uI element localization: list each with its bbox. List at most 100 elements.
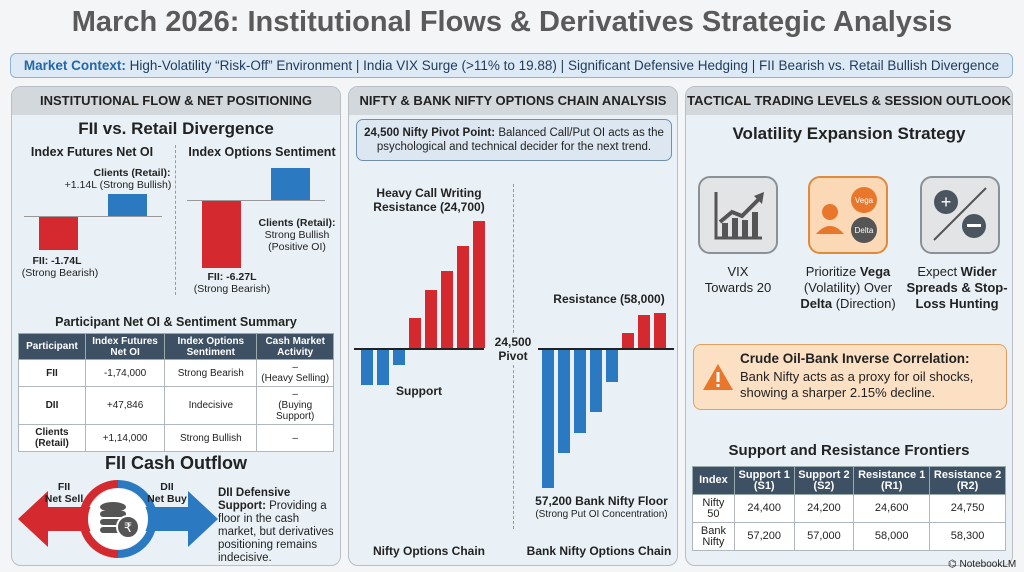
table-row: FII -1,74,000 Strong Bearish – (Heavy Selli… <box>18 359 334 387</box>
bank-nifty-bar <box>558 350 570 453</box>
futures-title: Index Futures Net OI <box>30 145 154 159</box>
notebooklm-brand: ⌬ NotebookLM <box>948 559 1017 570</box>
table-cell: Bank Nifty <box>692 522 735 551</box>
bank-nifty-bar <box>542 350 554 488</box>
prioritize-text: Prioritize Vega (Volatility) Over Delta … <box>788 264 908 312</box>
call-writing-label: Heavy Call Writing Resistance (24,700) <box>373 186 485 214</box>
fut-clients-value: +1.14L (Strong Bullish) <box>64 179 172 191</box>
bank-nifty-floor-label: 57,200 Bank Nifty Floor <box>535 494 668 508</box>
table-row: Bank Nifty 57,200 57,000 58,000 58,300 <box>692 522 1006 551</box>
opt-fii-label: FII: -6.27L <box>207 271 257 283</box>
prioritize-text-delta: Delta <box>800 296 833 311</box>
table-cell: 24,400 <box>733 494 795 523</box>
column-header: Index Futures Net OI <box>84 333 166 360</box>
pivot-text: Balanced Call/Put OI acts as the psychol… <box>376 127 664 153</box>
brand-text: NotebookLM <box>959 559 1017 570</box>
bank-nifty-floor-note: (Strong Put OI Concentration) <box>535 509 668 520</box>
fut-fii-label: FII: -1.74L <box>32 255 82 267</box>
spreads-text-part: Expect <box>917 264 961 279</box>
table-cell: +47,846 <box>84 386 166 425</box>
nifty-bar <box>457 246 469 348</box>
panel-header: TACTICAL TRADING LEVELS & SESSION OUTLOO… <box>686 87 1012 115</box>
options-bar-fii <box>202 201 241 269</box>
table-cell: -1,74,000 <box>84 359 166 387</box>
opt-clients-label: Clients (Retail): <box>258 217 336 229</box>
nifty-bar <box>425 290 437 348</box>
nifty-bar <box>377 350 389 385</box>
sr-title: Support and Resistance Frontiers <box>728 442 970 459</box>
bank-nifty-bar <box>622 333 634 348</box>
pivot-point-callout: 24,500 Nifty Pivot Point: Balanced Call/… <box>356 119 672 161</box>
options-chain-panel: NIFTY & BANK NIFTY OPTIONS CHAIN ANALYSI… <box>348 86 678 566</box>
warning-icon <box>703 364 733 390</box>
bank-nifty-chain-caption: Bank Nifty Options Chain <box>526 544 672 558</box>
nifty-bar <box>361 350 373 385</box>
context-label: Market Context: <box>23 58 126 73</box>
cash-flow-arrows-icon: ₹ <box>18 480 218 558</box>
plus-minus-spread-icon: + <box>920 176 1000 254</box>
table-row: DII +47,846 Indecisive – (Buying Support) <box>18 386 334 425</box>
dii-support-text: Providing a floor in the cash market, bu… <box>218 500 334 564</box>
nifty-bar <box>473 221 485 348</box>
bank-nifty-bar <box>638 315 650 348</box>
opt-clients-l3: (Positive OI) <box>268 241 326 253</box>
spreads-text: Expect Wider Spreads & Stop-Loss Hunting <box>902 264 1012 312</box>
pivot-center-label: 24,500 Pivot <box>488 335 538 363</box>
prioritize-text-part: (Volatility) Over <box>803 280 893 295</box>
nifty-bar <box>441 271 453 348</box>
fut-fii-note: (Strong Bearish) <box>21 267 99 279</box>
table-cell: 24,200 <box>793 494 855 523</box>
column-header: Support 2 (S2) <box>793 466 855 495</box>
bank-nifty-bar <box>590 350 602 412</box>
tactical-levels-panel: TACTICAL TRADING LEVELS & SESSION OUTLOO… <box>685 86 1013 566</box>
delta-badge: Delta <box>855 226 874 235</box>
table-cell: Strong Bullish <box>164 424 258 452</box>
prioritize-text-part: (Direction) <box>832 296 896 311</box>
svg-text:₹: ₹ <box>124 520 132 535</box>
table-cell: +1,14,000 <box>84 424 166 452</box>
vix-chart-icon <box>698 176 778 254</box>
fut-clients-label: Clients (Retail): <box>93 167 171 179</box>
column-header: Resistance 2 (R2) <box>929 466 1006 495</box>
support-label: Support <box>396 384 442 398</box>
bank-nifty-bar <box>606 350 618 382</box>
table-header-row: Participant Index Futures Net OI Index Opt… <box>18 333 334 360</box>
table-cell: 58,000 <box>853 522 931 551</box>
vega-badge: Vega <box>855 196 874 205</box>
column-header: Index <box>692 466 735 495</box>
table-cell: DII <box>18 386 86 425</box>
table-cell: FII <box>18 359 86 387</box>
dii-support-title: DII Defensive Support: <box>218 487 291 512</box>
table-cell: 24,750 <box>929 494 1006 523</box>
bank-nifty-resistance-label: Resistance (58,000) <box>553 292 665 306</box>
column-header: Cash Market Activity <box>256 333 334 360</box>
table-cell: 57,000 <box>793 522 855 551</box>
opt-clients-l2: Strong Bullish <box>264 229 330 241</box>
table-cell: – <box>256 424 334 452</box>
options-bar-clients <box>271 167 310 200</box>
crude-text: Bank Nifty acts as a proxy for oil shock… <box>740 369 974 400</box>
table-cell: 57,200 <box>733 522 795 551</box>
column-header: Participant <box>18 333 86 360</box>
spreads-text-bold: Wider Spreads & Stop-Loss Hunting <box>906 264 1008 311</box>
panel-header: NIFTY & BANK NIFTY OPTIONS CHAIN ANALYSI… <box>349 87 677 115</box>
divergence-title: FII vs. Retail Divergence <box>78 119 274 138</box>
context-text: High-Volatility “Risk-Off” Environment |… <box>129 58 1000 73</box>
participant-table: Participant Index Futures Net OI Index Opt… <box>18 333 334 452</box>
table-cell: 24,600 <box>853 494 931 523</box>
column-header: Resistance 1 (R1) <box>853 466 931 495</box>
bank-nifty-bar <box>574 350 586 433</box>
nifty-baseline <box>354 348 484 350</box>
nifty-chain-caption: Nifty Options Chain <box>373 544 485 558</box>
column-header: Index Options Sentiment <box>164 333 258 360</box>
table-cell: Strong Bearish <box>164 359 258 387</box>
crude-title: Crude Oil-Bank Inverse Correlation: <box>740 351 970 366</box>
svg-text:+: + <box>941 192 952 212</box>
options-baseline <box>187 200 325 201</box>
prioritize-text-part: Prioritize <box>805 264 860 279</box>
fii-net-sell-label: FII Net Sell <box>44 481 84 505</box>
table-cell: Clients (Retail) <box>18 424 86 452</box>
panel-header: INSTITUTIONAL FLOW & NET POSITIONING <box>12 87 340 115</box>
table-cell: – (Heavy Selling) <box>256 359 334 387</box>
column-header: Support 1 (S1) <box>733 466 795 495</box>
